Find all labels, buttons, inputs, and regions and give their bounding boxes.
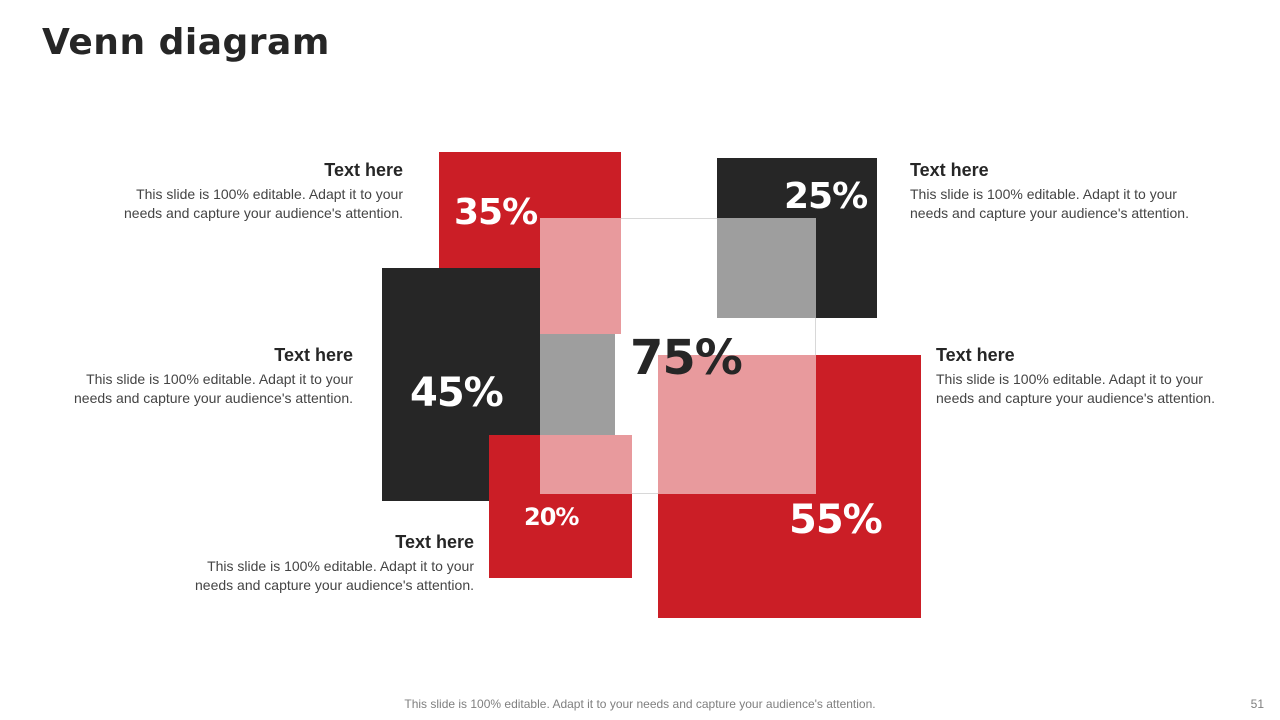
label-middle-left: Text here This slide is 100% editable. A… <box>33 345 353 408</box>
label-description: This slide is 100% editable. Adapt it to… <box>910 186 1189 221</box>
value-top-right: 25% <box>784 176 868 217</box>
label-middle-right: Text here This slide is 100% editable. A… <box>936 345 1256 408</box>
value-middle-left: 45% <box>410 370 504 416</box>
label-description: This slide is 100% editable. Adapt it to… <box>124 186 403 221</box>
overlap-middle-left <box>540 334 615 435</box>
label-heading: Text here <box>910 160 989 180</box>
slide-title: Venn diagram <box>42 22 330 63</box>
label-top-left: Text here This slide is 100% editable. A… <box>83 160 403 223</box>
value-bottom-right: 55% <box>789 497 883 543</box>
label-heading: Text here <box>936 345 1015 365</box>
label-heading: Text here <box>324 160 403 180</box>
page-number: 51 <box>1250 697 1264 711</box>
label-heading: Text here <box>395 532 474 552</box>
overlap-top-left <box>540 218 621 334</box>
label-top-right: Text here This slide is 100% editable. A… <box>910 160 1230 223</box>
value-top-left: 35% <box>454 192 538 233</box>
label-description: This slide is 100% editable. Adapt it to… <box>195 558 474 593</box>
overlap-top-right <box>717 218 816 318</box>
overlap-bottom-right <box>658 355 816 494</box>
slide-footer: This slide is 100% editable. Adapt it to… <box>404 697 876 711</box>
label-heading: Text here <box>274 345 353 365</box>
label-description: This slide is 100% editable. Adapt it to… <box>936 371 1215 406</box>
label-bottom-left: Text here This slide is 100% editable. A… <box>154 532 474 595</box>
overlap-bottom-small <box>540 435 632 494</box>
value-bottom-small: 20% <box>524 503 579 531</box>
label-description: This slide is 100% editable. Adapt it to… <box>74 371 353 406</box>
value-center: 75% <box>630 330 743 386</box>
